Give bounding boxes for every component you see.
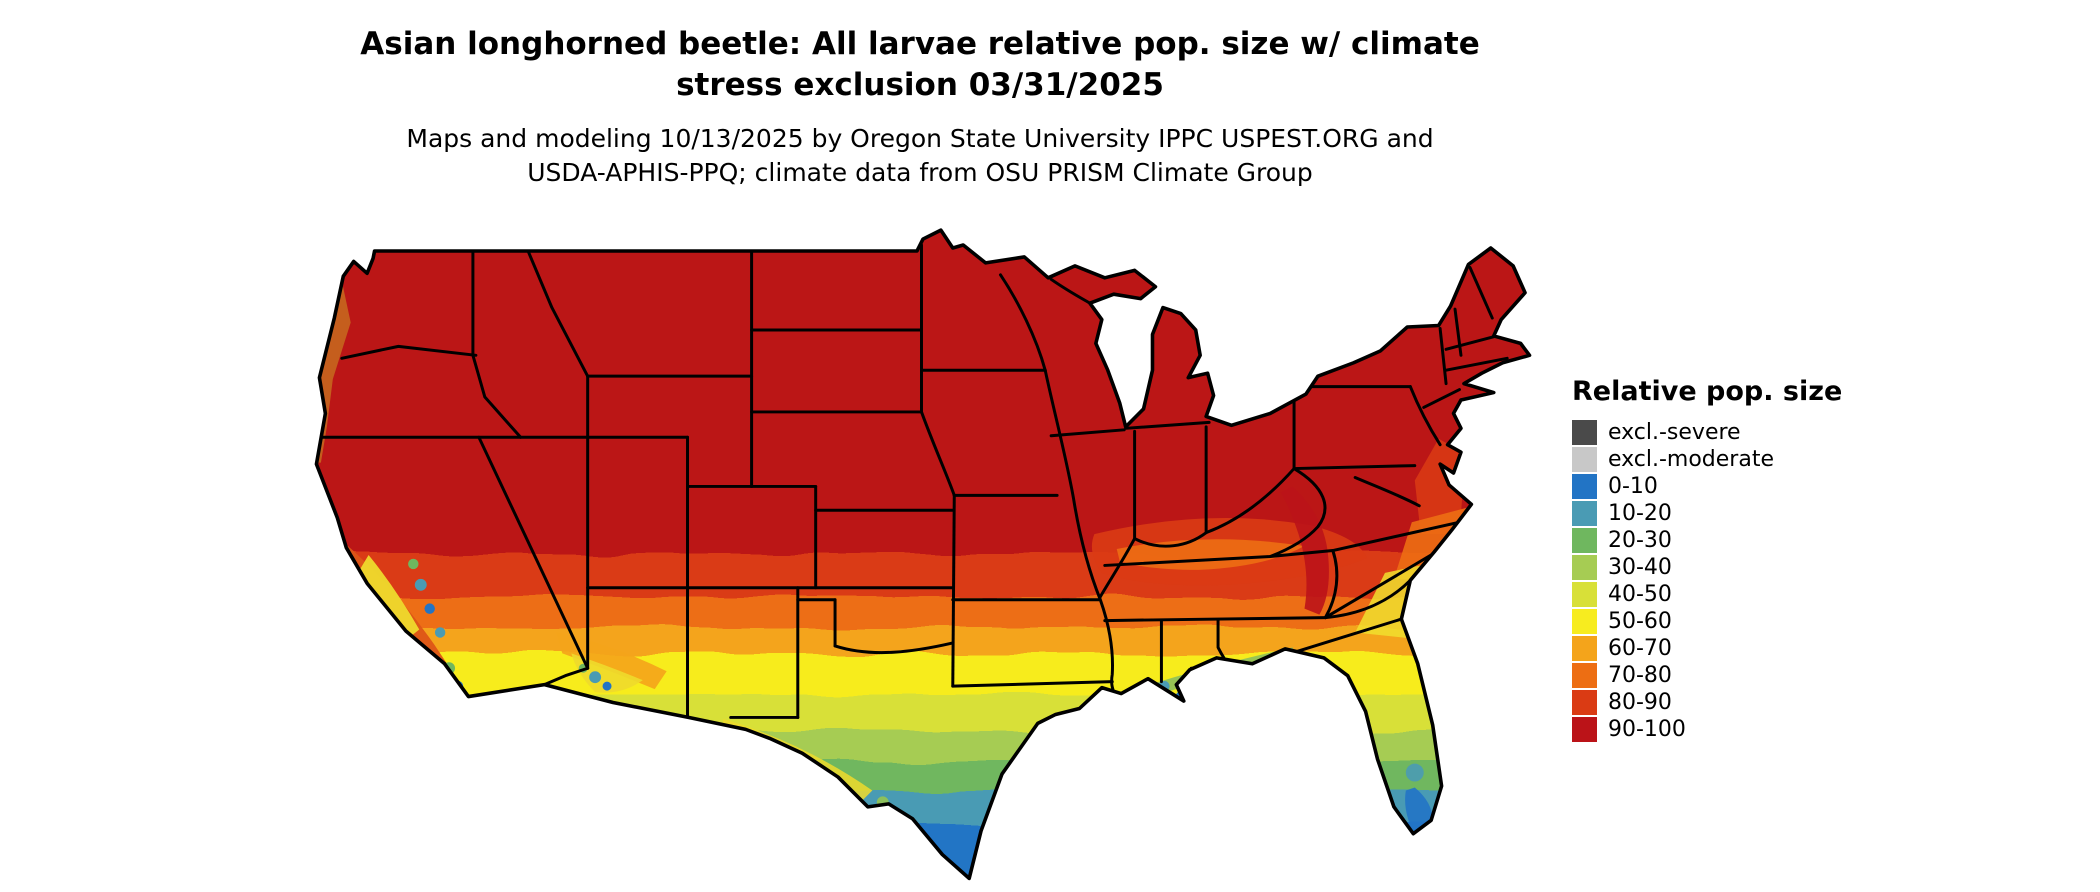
legend-label: 50-60 (1608, 608, 1672, 634)
legend-label: 70-80 (1608, 662, 1672, 688)
legend-label: 20-30 (1608, 527, 1672, 553)
legend-swatch (1572, 527, 1597, 553)
legend-label: 0-10 (1608, 473, 1658, 499)
legend-label: 60-70 (1608, 635, 1672, 661)
plot-subtitle-line-2: USDA-APHIS-PPQ; climate data from OSU PR… (527, 157, 1313, 187)
legend-item: excl.-severe (1572, 419, 1842, 445)
legend-item: excl.-moderate (1572, 446, 1842, 472)
plot-subtitle-line-1: Maps and modeling 10/13/2025 by Oregon S… (406, 123, 1434, 153)
legend-item: 70-80 (1572, 662, 1842, 688)
legend-label: 80-90 (1608, 689, 1672, 715)
legend: Relative pop. size excl.-severe excl.-mo… (1572, 376, 1842, 743)
legend-item: 90-100 (1572, 716, 1842, 742)
legend-item: 30-40 (1572, 554, 1842, 580)
legend-swatch (1572, 581, 1597, 607)
plot-subtitle: Maps and modeling 10/13/2025 by Oregon S… (320, 122, 1520, 190)
legend-swatch (1572, 608, 1597, 634)
legend-label: excl.-moderate (1608, 446, 1774, 472)
legend-swatch (1572, 446, 1597, 472)
legend-swatch (1572, 689, 1597, 715)
us-map-svg (314, 228, 1532, 881)
legend-item: 80-90 (1572, 689, 1842, 715)
legend-label: 30-40 (1608, 554, 1672, 580)
us-outline (314, 228, 1532, 881)
legend-label: 10-20 (1608, 500, 1672, 526)
legend-item: 50-60 (1572, 608, 1842, 634)
legend-item: 20-30 (1572, 527, 1842, 553)
legend-swatch (1572, 554, 1597, 580)
state-borders (317, 243, 1509, 719)
legend-label: 90-100 (1608, 716, 1686, 742)
legend-item: 40-50 (1572, 581, 1842, 607)
plot-title-line-2: stress exclusion 03/31/2025 (676, 66, 1164, 103)
legend-item: 60-70 (1572, 635, 1842, 661)
legend-swatch (1572, 662, 1597, 688)
legend-title: Relative pop. size (1572, 376, 1843, 407)
legend-swatch (1572, 473, 1597, 499)
legend-label: excl.-severe (1608, 419, 1741, 445)
plot-title-line-1: Asian longhorned beetle: All larvae rela… (360, 26, 1480, 62)
legend-swatch (1572, 716, 1597, 742)
legend-item: 10-20 (1572, 500, 1842, 526)
legend-swatch (1572, 500, 1597, 526)
plot-header: Asian longhorned beetle: All larvae rela… (320, 24, 1520, 189)
legend-label: 40-50 (1608, 581, 1672, 607)
legend-swatch (1572, 635, 1597, 661)
us-distribution-map (306, 222, 1534, 888)
legend-swatch (1572, 419, 1597, 445)
legend-item: 0-10 (1572, 473, 1842, 499)
